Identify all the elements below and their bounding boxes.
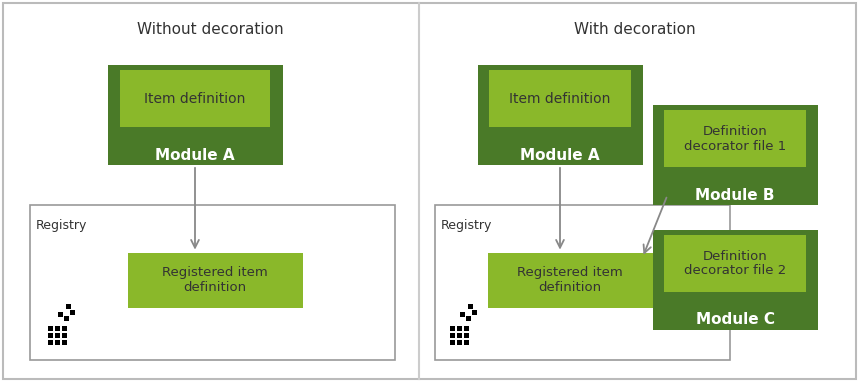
Bar [457,326,462,331]
Bar [55,326,60,331]
Text: Definition
decorator file 1: Definition decorator file 1 [684,125,786,152]
Bar [435,205,730,360]
Text: Module B: Module B [695,188,775,202]
Bar [107,65,283,165]
Bar [460,312,465,317]
Bar [653,105,818,205]
Bar [457,333,462,338]
Text: With decoration: With decoration [574,22,696,37]
Bar [48,340,53,345]
Bar [664,235,806,292]
Bar [70,310,75,315]
Bar [127,253,302,308]
Text: Item definition: Item definition [144,92,246,105]
Bar [55,340,60,345]
Bar [62,340,67,345]
Text: Without decoration: Without decoration [137,22,283,37]
Bar [489,70,631,127]
Bar [468,304,473,309]
Text: Registered item
definition: Registered item definition [162,266,268,294]
Bar [464,326,469,331]
Bar [464,340,469,345]
Bar [48,326,53,331]
Bar [472,310,477,315]
Text: Module A: Module A [521,147,600,162]
Bar [450,340,455,345]
Text: Registry: Registry [441,219,492,232]
Bar [62,333,67,338]
Text: Item definition: Item definition [509,92,611,105]
Bar [62,326,67,331]
Text: Module C: Module C [696,312,775,327]
Text: Registered item
definition: Registered item definition [517,266,623,294]
Bar [58,312,63,317]
Bar [478,65,643,165]
Bar [48,333,53,338]
Bar [450,333,455,338]
Bar [457,340,462,345]
Bar [30,205,395,360]
Bar [464,333,469,338]
Bar [66,304,71,309]
Bar [653,230,818,330]
Bar [488,253,653,308]
Bar [466,316,471,321]
Bar [664,110,806,167]
Bar [450,326,455,331]
Bar [64,316,69,321]
Text: Registry: Registry [36,219,88,232]
Text: Definition
decorator file 2: Definition decorator file 2 [684,249,786,277]
Bar [119,70,271,127]
Bar [55,333,60,338]
Text: Module A: Module A [155,147,235,162]
